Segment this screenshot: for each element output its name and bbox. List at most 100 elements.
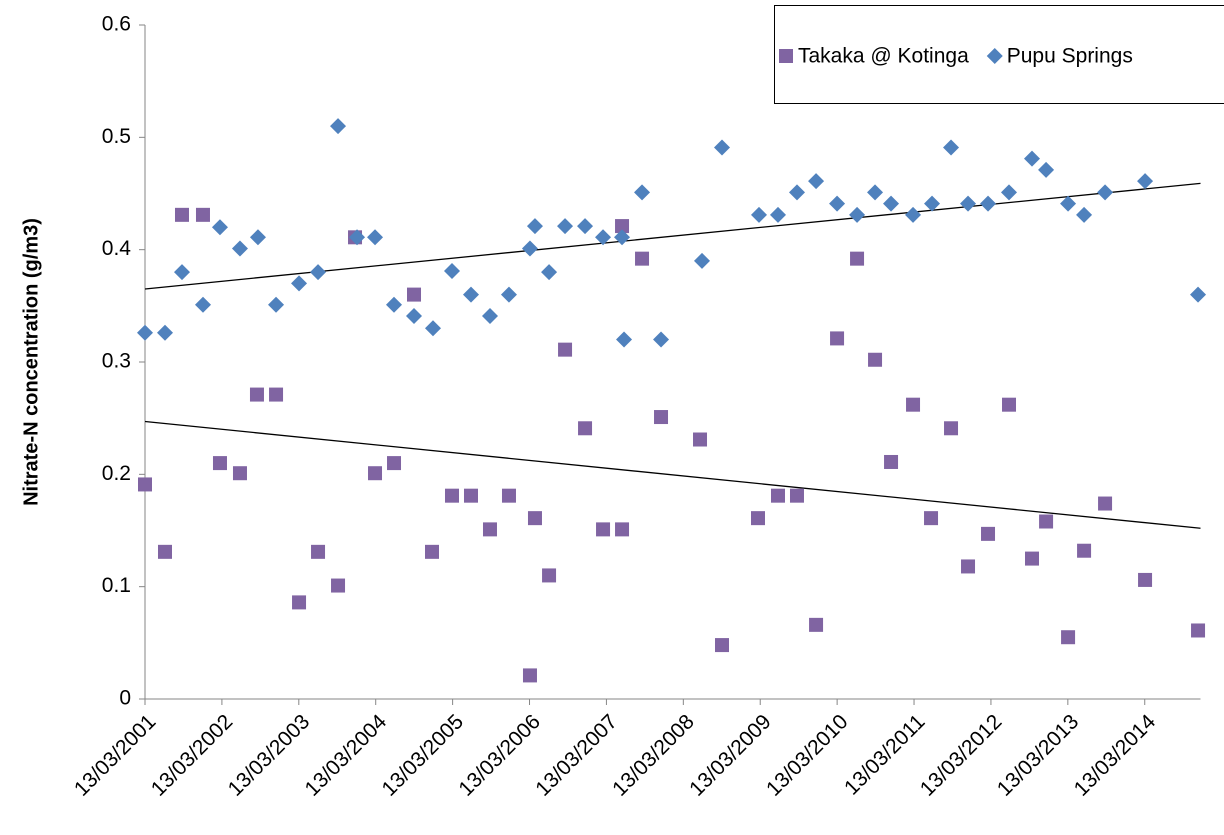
point xyxy=(578,421,593,436)
point xyxy=(331,578,346,593)
point xyxy=(558,342,573,357)
point xyxy=(521,240,538,257)
point xyxy=(249,229,266,246)
point xyxy=(138,477,152,492)
point xyxy=(349,229,366,246)
point xyxy=(268,296,285,313)
y-tick-label: 0.2 xyxy=(102,462,131,485)
point xyxy=(137,324,153,341)
point xyxy=(1060,195,1077,212)
point xyxy=(406,307,423,324)
point xyxy=(194,296,211,313)
point xyxy=(1025,551,1040,566)
point xyxy=(387,456,402,471)
point xyxy=(868,352,883,367)
point xyxy=(367,229,384,246)
point xyxy=(750,511,765,526)
point xyxy=(961,559,976,574)
point xyxy=(596,522,611,537)
point xyxy=(443,263,460,280)
point xyxy=(174,207,189,222)
point xyxy=(482,522,497,537)
point xyxy=(1024,150,1041,167)
point xyxy=(635,251,650,266)
point xyxy=(943,139,960,156)
point xyxy=(924,511,939,526)
point xyxy=(1061,630,1076,645)
point xyxy=(850,251,865,266)
y-tick-label: 0.5 xyxy=(102,125,131,148)
point xyxy=(231,240,248,257)
point xyxy=(156,324,173,341)
point xyxy=(481,307,498,324)
point xyxy=(444,488,459,503)
point xyxy=(527,511,542,526)
y-tick-label: 0.1 xyxy=(102,574,131,597)
point xyxy=(714,139,731,156)
point xyxy=(368,466,383,481)
point xyxy=(770,488,785,503)
point xyxy=(615,219,630,234)
point xyxy=(830,331,845,346)
point xyxy=(924,195,941,212)
point xyxy=(595,229,612,246)
point xyxy=(788,184,805,201)
point xyxy=(195,207,210,222)
point xyxy=(157,544,172,559)
point xyxy=(500,286,517,303)
legend-marker xyxy=(779,49,793,63)
y-tick-label: 0 xyxy=(119,687,131,710)
point xyxy=(1038,161,1055,178)
point xyxy=(653,331,670,348)
point xyxy=(1190,286,1207,303)
point xyxy=(541,264,558,281)
point xyxy=(884,454,899,469)
point xyxy=(905,206,922,223)
point xyxy=(249,387,264,402)
point xyxy=(577,218,594,235)
point xyxy=(522,668,537,683)
point xyxy=(542,568,557,583)
point xyxy=(616,331,633,348)
point xyxy=(557,218,574,235)
point xyxy=(386,296,403,313)
point xyxy=(1098,496,1113,511)
point xyxy=(526,218,543,235)
point xyxy=(1039,514,1054,529)
point xyxy=(1138,572,1153,587)
point xyxy=(981,526,996,541)
point xyxy=(462,286,479,303)
point xyxy=(693,432,708,447)
point xyxy=(829,195,846,212)
y-tick-label: 0.3 xyxy=(102,350,131,373)
point xyxy=(615,522,630,537)
point xyxy=(944,421,959,436)
point xyxy=(809,617,824,632)
point xyxy=(1191,623,1206,638)
point xyxy=(694,252,711,269)
y-tick-label: 0.6 xyxy=(102,13,131,36)
point xyxy=(769,206,786,223)
point xyxy=(1097,184,1114,201)
point xyxy=(849,206,866,223)
point xyxy=(634,184,651,201)
point xyxy=(906,397,921,412)
point xyxy=(883,195,900,212)
point xyxy=(269,387,284,402)
point xyxy=(211,219,228,236)
y-tick-label: 0.4 xyxy=(102,237,132,260)
y-axis-title: Nitrate-N concentration (g/m3) xyxy=(20,218,42,506)
trendline xyxy=(144,420,1201,529)
point xyxy=(425,320,442,337)
legend-label: Pupu Springs xyxy=(1007,45,1133,68)
point xyxy=(750,206,767,223)
point xyxy=(291,275,308,292)
point xyxy=(232,466,247,481)
point xyxy=(614,229,631,246)
point xyxy=(310,264,327,281)
point xyxy=(654,410,669,425)
point xyxy=(980,195,997,212)
